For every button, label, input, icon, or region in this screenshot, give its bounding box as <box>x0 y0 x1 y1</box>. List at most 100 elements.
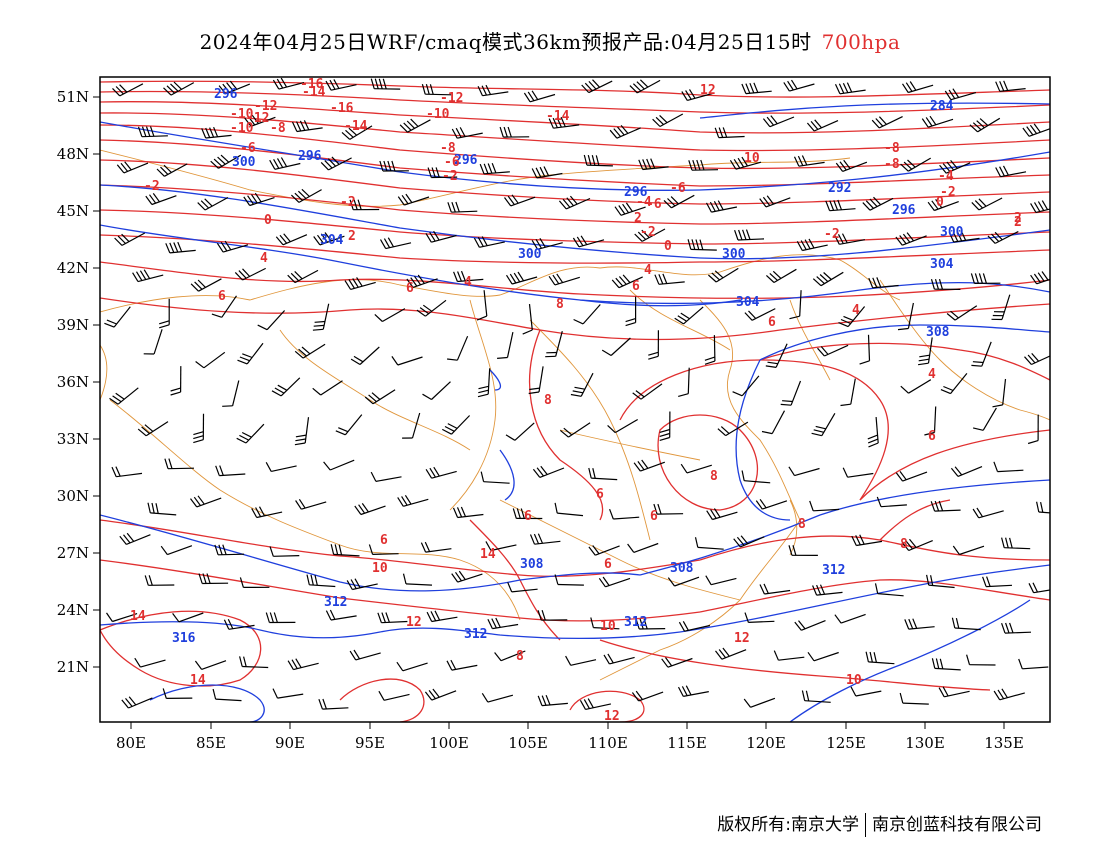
wind-barb-feather <box>295 658 302 669</box>
wind-barb-feather <box>615 277 624 287</box>
coastline-korea <box>789 299 831 381</box>
wind-barb-feather <box>574 386 585 390</box>
wind-barb-feather <box>935 658 940 669</box>
wind-barb-feather <box>537 695 543 706</box>
wind-barb-feather <box>205 127 211 138</box>
wind-barb-feather <box>618 276 627 285</box>
wind-barb-shaft <box>821 412 836 437</box>
wind-barb-shaft <box>687 367 690 394</box>
wind-barb-feather <box>456 507 463 518</box>
wind-barb-feather <box>797 155 804 166</box>
wind-barb-feather <box>759 498 767 509</box>
wind-barb-feather <box>946 161 955 171</box>
wind-barb-feather <box>838 83 845 94</box>
wind-barb-feather <box>956 231 963 242</box>
wind-barb-shaft <box>605 577 631 588</box>
wind-barb-shaft <box>457 573 483 583</box>
wind-barb-feather <box>312 387 322 396</box>
wind-barb-shaft <box>741 375 760 397</box>
wind-barb-feather <box>139 270 147 280</box>
wind-barb-feather <box>314 320 326 323</box>
wind-barb-shaft <box>352 583 378 591</box>
wind-barb-feather <box>635 690 643 700</box>
wind-barb-shaft <box>218 553 245 556</box>
wind-barb-shaft <box>273 555 300 557</box>
wind-barb-feather <box>804 239 811 250</box>
wind-barb-feather <box>420 542 427 553</box>
wind-barb-shaft <box>847 306 866 327</box>
wind-barb-feather <box>224 240 232 251</box>
wind-barb-feather <box>770 115 778 125</box>
height-contour <box>579 299 741 307</box>
inner-border-c <box>529 319 651 541</box>
wind-barb-feather <box>583 699 590 709</box>
wind-barb-shaft <box>511 588 538 593</box>
wind-barb-shaft <box>908 84 934 94</box>
wind-barb-feather <box>634 233 643 242</box>
wind-barb-feather <box>919 354 930 358</box>
wind-barb-shaft <box>953 237 980 243</box>
wind-barb-feather <box>313 324 325 327</box>
wind-barb-feather <box>350 358 361 366</box>
wind-barb-feather <box>479 163 485 175</box>
temp-contour <box>529 329 604 521</box>
temp-label: 0 <box>264 213 272 228</box>
wind-barb-shaft <box>697 546 724 550</box>
wind-barb-feather <box>909 81 917 91</box>
wind-barb-feather <box>588 546 596 556</box>
wind-barb-shaft <box>250 116 276 127</box>
wind-barb-shaft <box>274 162 301 170</box>
wind-barb-feather <box>481 236 488 246</box>
wind-barb-feather <box>622 274 631 284</box>
wind-barb-feather <box>572 237 580 248</box>
wind-barb-shaft <box>554 276 580 286</box>
wind-barb-feather <box>455 201 460 213</box>
wind-barb-shaft <box>511 276 538 285</box>
wind-barb-shaft <box>816 591 843 596</box>
wind-barb-feather <box>324 232 332 242</box>
wind-barb-feather <box>106 319 117 325</box>
wind-barb-feather <box>301 346 311 355</box>
wind-barb-shaft <box>950 92 977 101</box>
wind-barb-feather <box>545 694 551 706</box>
wind-barb-feather <box>950 160 958 169</box>
y-tick-label: 24N <box>57 601 89 619</box>
wind-barb-shaft <box>765 197 791 208</box>
wind-barb-feather <box>609 508 614 520</box>
wind-barb-feather <box>353 355 364 363</box>
wind-barb-shaft <box>671 194 695 209</box>
temp-label: 10 <box>600 619 616 634</box>
wind-barb-feather <box>643 618 648 630</box>
wind-barb-feather <box>814 119 822 129</box>
wind-barb-feather <box>587 154 592 166</box>
y-tick-label: 33N <box>57 430 89 448</box>
wind-barb-feather <box>637 461 645 471</box>
wind-barb-shaft <box>113 306 131 328</box>
height-label: 308 <box>670 561 694 576</box>
wind-barb-shaft <box>957 466 983 477</box>
wind-barb-feather <box>298 498 306 509</box>
wind-barb-feather <box>548 118 554 129</box>
wind-barb-feather <box>976 120 985 129</box>
wind-barb-feather <box>694 537 699 548</box>
wind-barb-feather <box>327 158 337 167</box>
wind-barb-feather <box>902 233 911 243</box>
wind-barb-feather <box>766 195 774 205</box>
wind-barb-feather <box>952 88 960 98</box>
wind-barb-feather <box>707 274 717 283</box>
wind-barb-shaft <box>218 154 242 169</box>
wind-barb-shaft <box>425 299 447 317</box>
wind-barb-feather <box>819 274 829 283</box>
wind-barb-feather <box>1033 202 1041 212</box>
temp-contour <box>619 359 889 501</box>
wind-barb-feather <box>813 429 824 433</box>
temp-label: 6 <box>650 509 658 524</box>
wind-barb-feather <box>334 544 339 555</box>
wind-barb-shaft <box>514 422 535 441</box>
y-axis-labels: 51N 48N 45N 42N 39N 36N 33N 30N 27N 24N … <box>57 88 89 676</box>
wind-barb-feather <box>759 198 767 208</box>
wind-barb-shaft <box>982 407 997 431</box>
temp-label: 0 <box>664 239 672 254</box>
height-contour <box>100 121 1050 191</box>
wind-barb-feather <box>144 424 154 432</box>
